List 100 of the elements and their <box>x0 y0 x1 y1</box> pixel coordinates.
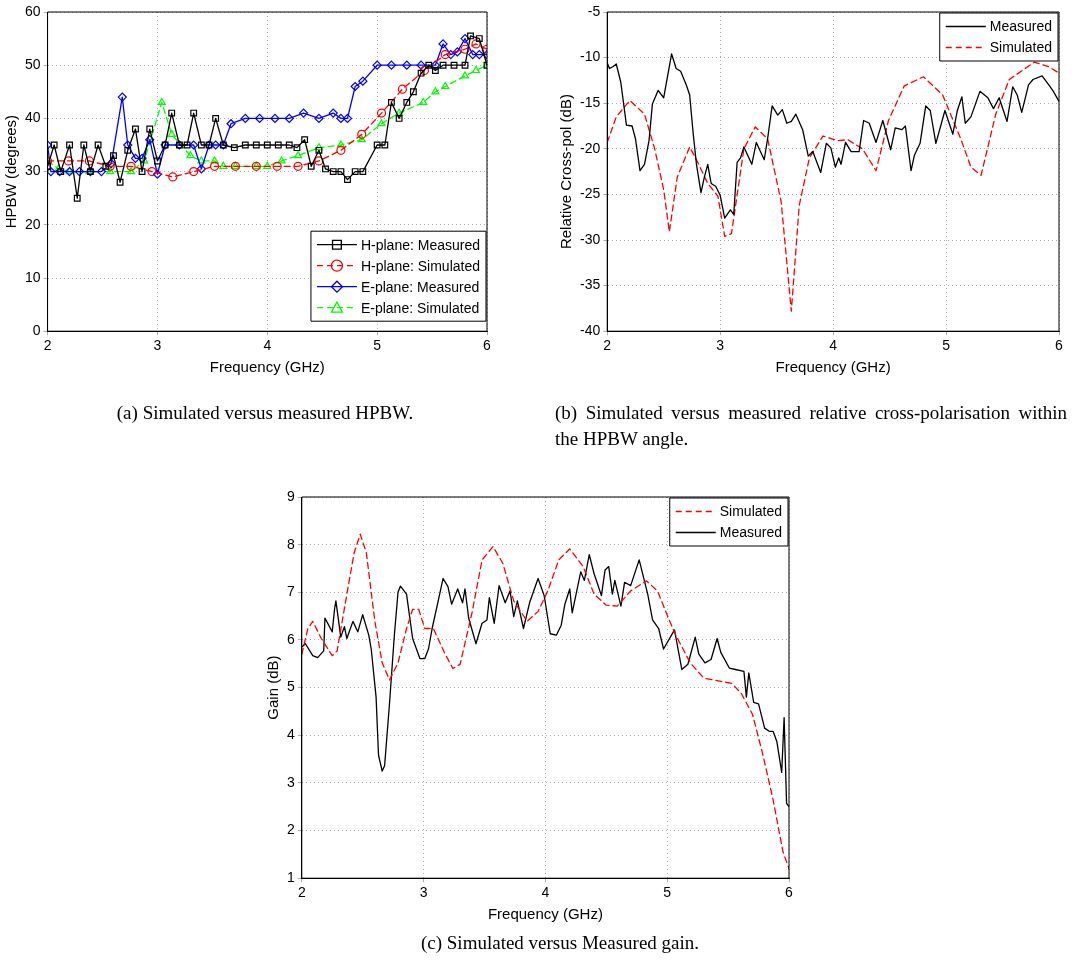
point <box>210 156 219 164</box>
point <box>381 141 389 149</box>
point <box>94 141 102 149</box>
point <box>359 168 367 176</box>
y-tick-label: -15 <box>580 94 601 111</box>
point <box>183 141 191 149</box>
point <box>440 49 450 60</box>
point <box>314 113 324 123</box>
point <box>146 125 154 133</box>
point <box>315 146 323 154</box>
point <box>211 140 221 150</box>
point <box>66 141 73 149</box>
y-tick-label: 6 <box>286 630 295 647</box>
point <box>284 113 294 123</box>
point <box>124 146 132 154</box>
point <box>255 113 265 123</box>
point <box>263 141 271 149</box>
point <box>468 49 478 60</box>
point <box>377 119 386 127</box>
x-tick-label: 3 <box>716 337 725 354</box>
point <box>212 114 220 122</box>
y-tick-label: -40 <box>580 322 601 339</box>
x-tick-label: 5 <box>663 884 672 901</box>
y-tick-label: -25 <box>580 185 601 202</box>
point <box>298 108 309 118</box>
point <box>263 161 272 169</box>
line-series <box>607 61 1059 312</box>
point <box>167 129 176 137</box>
point <box>460 34 470 44</box>
y-tick-label: 2 <box>286 821 295 838</box>
point <box>358 76 368 86</box>
point <box>450 61 458 69</box>
point <box>357 129 367 139</box>
legend-label: E-plane: Simulated <box>360 299 480 316</box>
point <box>80 141 88 149</box>
point <box>168 109 176 117</box>
point <box>328 108 338 118</box>
y-tick-label: 7 <box>286 583 295 600</box>
point <box>475 35 483 43</box>
point <box>130 153 141 163</box>
point <box>110 152 117 160</box>
point <box>84 156 94 166</box>
y-tick-label: -5 <box>587 2 601 19</box>
point <box>190 109 198 117</box>
y-tick-label: 20 <box>24 215 41 232</box>
y-tick-label: -30 <box>580 230 601 247</box>
point <box>342 113 353 123</box>
point <box>106 167 115 175</box>
point <box>293 161 303 171</box>
text: (a) Simulated versus measured HPBW. <box>115 401 415 425</box>
point <box>446 49 456 60</box>
point <box>197 141 205 149</box>
point <box>419 65 429 76</box>
point <box>102 162 110 170</box>
point <box>126 161 136 171</box>
x-tick-label: 5 <box>373 337 382 354</box>
text: (b) Simulated versus measured relative cross-polarisation within the HPBW angle. <box>555 401 1067 451</box>
point <box>272 161 282 171</box>
legend-label: H-plane: Measured <box>360 236 480 253</box>
point <box>241 141 249 149</box>
x-tick-label: 2 <box>603 337 612 354</box>
y-axis-title: HPBW (degrees) <box>2 114 20 229</box>
point <box>461 61 469 69</box>
point <box>441 81 450 90</box>
point <box>74 167 85 177</box>
point <box>277 156 286 164</box>
point <box>372 60 382 70</box>
y-tick-label: 50 <box>24 56 41 73</box>
x-tick-label: 4 <box>541 884 550 901</box>
legend-label: E-plane: Measured <box>360 278 480 295</box>
point <box>373 141 381 149</box>
point <box>197 156 206 164</box>
point <box>397 84 408 94</box>
point <box>350 81 360 92</box>
point <box>186 151 195 159</box>
point <box>123 140 133 150</box>
y-tick-label: 9 <box>286 487 295 504</box>
y-tick-label: -10 <box>580 48 601 65</box>
point <box>152 169 163 179</box>
point <box>337 168 345 176</box>
point <box>431 87 440 95</box>
point <box>438 39 448 49</box>
point <box>189 140 199 150</box>
point <box>403 99 411 106</box>
x-tick-label: 2 <box>297 884 306 901</box>
point <box>189 167 199 177</box>
point <box>474 49 484 60</box>
point <box>209 161 220 171</box>
point <box>376 108 387 118</box>
point <box>336 145 346 155</box>
point <box>73 194 81 202</box>
y-tick-label: 60 <box>24 2 41 19</box>
y-tick-label: 5 <box>286 678 295 695</box>
x-tick-label: 6 <box>1055 337 1064 354</box>
x-axis-title: Frequency (GHz) <box>487 905 603 923</box>
legend-label: Simulated <box>719 503 783 520</box>
point <box>157 97 166 106</box>
point <box>293 151 303 159</box>
y-tick-label: 4 <box>286 726 295 743</box>
point <box>270 113 280 123</box>
